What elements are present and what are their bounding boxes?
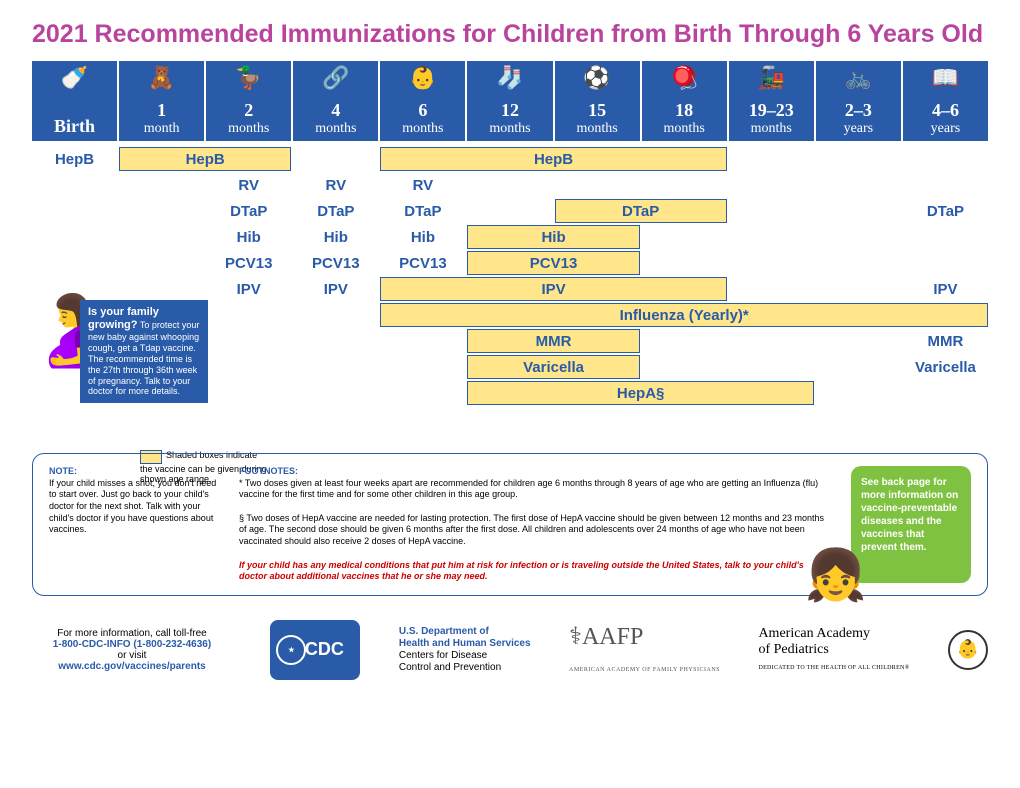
green-info-box: See back page for more information on va… [851,466,971,583]
cdc-text: CDC [305,639,344,660]
hepb-range-2: HepB [380,147,726,171]
hepb-birth: HepB [32,147,117,171]
age-unit: months [489,121,530,137]
age-icon: 📖 [932,65,959,91]
hib-2m: Hib [206,225,291,249]
age-column: 📖 4–6years [903,61,988,141]
age-number: 15 [588,100,606,121]
fn1: Two doses given at least four weeks apar… [239,478,818,500]
aap-seal-icon: 👶 [948,630,988,670]
rv-4m: RV [293,173,378,197]
age-icon: 🧸 [148,65,175,91]
age-number: 4–6 [932,100,959,121]
pregnant-body: To protect your new baby against whoopin… [88,320,199,396]
age-unit: month [144,121,180,137]
notes-panel: NOTE: If your child misses a shot, you d… [32,453,988,596]
age-icon: 🚲 [845,65,872,91]
mmr-46y: MMR [903,329,988,353]
age-column: ⚽ 15months [555,61,640,141]
age-number: 19–23 [749,100,794,121]
age-column: 🚲 2–3years [816,61,901,141]
age-number: 2–3 [845,100,872,121]
var-46y: Varicella [903,355,988,379]
age-number: 4 [331,100,340,121]
age-column: 👶 6months [380,61,465,141]
fn2: Two doses of HepA vaccine are needed for… [239,513,824,546]
ipv-4m: IPV [293,277,378,301]
hhs-seal-icon: ★ [276,635,306,665]
age-icon: 🪀 [670,65,697,91]
child-icon: 👧 [805,546,867,605]
age-icon: 🚂 [758,65,785,91]
footer: For more information, call toll-free 1-8… [32,620,988,680]
pcv-2m: PCV13 [206,251,291,275]
dtap-6m: DTaP [380,199,465,223]
pcv-range: PCV13 [467,251,639,275]
dtap-2m: DTaP [206,199,291,223]
age-icon: ⚽ [583,65,610,91]
url: www.cdc.gov/vaccines/parents [58,661,205,672]
age-number: 1 [157,100,166,121]
age-unit: years [931,121,961,137]
hib-6m: Hib [380,225,465,249]
age-unit: months [315,121,356,137]
or-visit: or visit [118,650,147,661]
var-range: Varicella [467,355,639,379]
age-icon: 🔗 [322,65,349,91]
age-column: 🚂 19–23months [729,61,814,141]
age-unit: months [751,121,792,137]
rv-2m: RV [206,173,291,197]
pcv-6m: PCV13 [380,251,465,275]
age-unit: Birth [54,116,95,137]
hib-4m: Hib [293,225,378,249]
rv-6m: RV [380,173,465,197]
age-number: 6 [418,100,427,121]
dtap-4m: DTaP [293,199,378,223]
age-unit: years [844,121,874,137]
age-icon: 👶 [409,65,436,91]
hib-range: Hib [467,225,639,249]
note-title: NOTE: [49,466,77,476]
mmr-range: MMR [467,329,639,353]
age-column: 🦆 2months [206,61,291,141]
ipv-range: IPV [380,277,726,301]
age-column: 🔗 4months [293,61,378,141]
footnotes-title: FOOTNOTES: [239,466,298,476]
cdc-logo: ★ CDC [270,620,360,680]
age-column: 🧦 12months [467,61,552,141]
phone: 1-800-CDC-INFO (1-800-232-4636) [53,639,211,650]
age-number: 12 [501,100,519,121]
aafp-logo: ⚕AAFP AMERICAN ACADEMY OF FAMILY PHYSICI… [569,622,720,678]
age-icon: 🧦 [496,65,523,91]
age-icon: 🦆 [235,65,262,91]
dtap-range: DTaP [555,199,727,223]
age-column: 🪀 18months [642,61,727,141]
age-unit: months [664,121,705,137]
age-column: 🍼 Birth [32,61,117,141]
page-title: 2021 Recommended Immunizations for Child… [32,20,988,49]
pregnant-info-box: Is your family growing? To protect your … [80,300,208,403]
fn-red: If your child has any medical conditions… [239,560,804,582]
age-icon: 🍼 [61,65,88,91]
hepa-range: HepA§ [467,381,813,405]
age-column: 🧸 1month [119,61,204,141]
age-number: 2 [244,100,253,121]
note-body: If your child misses a shot, you don't n… [49,478,216,535]
ipv-46y: IPV [903,277,988,301]
ipv-2m: IPV [206,277,291,301]
hepb-range-1: HepB [119,147,291,171]
dept-text: U.S. Department of Health and Human Serv… [399,626,531,674]
info-line1: For more information, call toll-free [57,628,207,639]
age-unit: months [402,121,443,137]
age-unit: months [576,121,617,137]
flu-range: Influenza (Yearly)* [380,303,988,327]
pcv-4m: PCV13 [293,251,378,275]
age-number: 18 [675,100,693,121]
age-header-row: 🍼Birth🧸1month🦆2months🔗4months👶6months🧦12… [32,61,988,141]
dtap-46y: DTaP [903,199,988,223]
aap-logo: American Academy of Pediatrics DEDICATED… [758,626,909,674]
footer-contact: For more information, call toll-free 1-8… [32,628,232,672]
age-unit: months [228,121,269,137]
